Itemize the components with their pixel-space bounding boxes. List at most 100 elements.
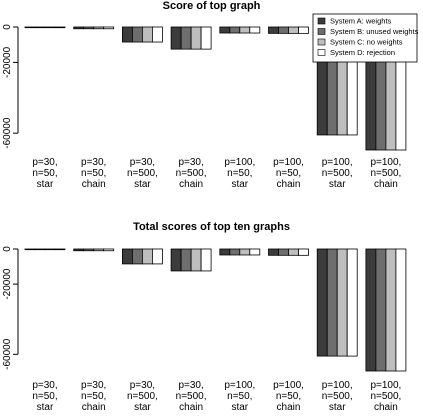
category-label-line: n=500,: [322, 168, 353, 179]
category-label-line: star: [231, 179, 248, 190]
y-tick-label: -20000: [2, 46, 13, 78]
category-label-line: star: [329, 402, 346, 413]
bar: [190, 248, 202, 272]
category-label-line: chain: [179, 402, 203, 413]
category-label: p=30, n=50, chain: [81, 157, 106, 190]
category-label-line: star: [329, 179, 346, 190]
category-label-line: p=100,: [370, 380, 401, 391]
category-label-line: chain: [179, 179, 203, 190]
category-label-line: star: [231, 402, 248, 413]
bar: [180, 26, 192, 50]
legend-swatch: [317, 28, 326, 35]
y-tick-label: -60000: [2, 338, 13, 370]
bar: [200, 26, 212, 50]
chart-title: Score of top graph: [163, 0, 261, 12]
category-label-line: p=30,: [81, 157, 106, 168]
bar: [24, 248, 36, 251]
category-label-line: n=500,: [127, 391, 158, 402]
category-label-line: n=50,: [227, 391, 252, 402]
category-label-line: n=50,: [276, 391, 301, 402]
category-label-line: chain: [374, 402, 398, 413]
category-label: p=100, n=50, star: [224, 380, 255, 413]
y-tick-label: -60000: [2, 117, 13, 149]
category-label-line: chain: [82, 179, 106, 190]
category-label-line: p=30,: [178, 157, 203, 168]
category-label-line: star: [134, 179, 151, 190]
category-label-line: p=100,: [322, 157, 353, 168]
bar: [73, 26, 85, 30]
category-label-line: chain: [277, 179, 301, 190]
legend-entry: System B: unused weights: [330, 27, 419, 36]
bar: [316, 248, 328, 357]
category-label-line: p=100,: [322, 380, 353, 391]
category-label-line: p=30,: [178, 380, 203, 391]
category-label: p=100, n=50, chain: [273, 157, 304, 190]
y-tick-label: 0: [2, 24, 13, 30]
category-label-line: n=500,: [127, 168, 158, 179]
bar: [395, 248, 407, 372]
bar: [170, 248, 182, 272]
category-label-line: p=30,: [130, 380, 155, 391]
bar: [200, 248, 212, 272]
bar: [229, 26, 241, 34]
category-label-line: star: [134, 402, 151, 413]
bar: [83, 248, 95, 252]
bar: [288, 26, 299, 34]
bar: [249, 248, 261, 256]
bar: [24, 26, 36, 29]
y-tick-label: 0: [2, 246, 13, 252]
bar: [326, 248, 338, 357]
bar: [298, 26, 309, 34]
category-label-line: p=30,: [32, 157, 57, 168]
category-label-line: n=50,: [227, 168, 252, 179]
bar: [34, 248, 46, 251]
bar: [346, 248, 358, 357]
category-label-line: p=100,: [273, 157, 304, 168]
category-label-line: p=100,: [273, 380, 304, 391]
bar: [93, 248, 105, 252]
category-label-line: n=500,: [322, 391, 353, 402]
bar: [44, 26, 56, 29]
category-label: p=100, n=500, star: [322, 380, 353, 413]
legend-swatch: [317, 17, 326, 25]
bar: [239, 248, 251, 256]
legend-entry: System C: no weights: [330, 38, 403, 47]
bar: [83, 26, 95, 30]
category-label: p=30, n=500, chain: [176, 380, 207, 413]
bar: [219, 248, 231, 256]
bar: [239, 26, 251, 34]
bar: [151, 248, 163, 265]
category-label-line: star: [37, 179, 54, 190]
category-label-line: n=500,: [176, 391, 207, 402]
bar: [365, 248, 377, 372]
chart-panel-2: Total scores of top ten graphs 0 -20000 -60…: [2, 221, 407, 413]
bar: [131, 26, 143, 43]
category-label: p=100, n=500, chain: [370, 157, 401, 190]
bar: [141, 248, 153, 265]
legend-swatch: [317, 49, 326, 56]
category-label-line: p=30,: [130, 157, 155, 168]
bar: [180, 248, 192, 272]
category-label: p=100, n=500, star: [322, 157, 353, 190]
bar: [375, 248, 387, 372]
category-label-line: n=50,: [32, 168, 57, 179]
category-label-line: p=100,: [224, 380, 255, 391]
category-label-line: n=500,: [176, 168, 207, 179]
bar: [34, 26, 46, 29]
category-label: p=30, n=50, star: [32, 157, 57, 190]
category-label: p=30, n=50, chain: [81, 380, 106, 413]
category-label: p=30, n=500, star: [127, 380, 158, 413]
category-label-line: n=50,: [81, 391, 106, 402]
legend-entry: System D: rejection: [330, 48, 395, 57]
bar: [103, 26, 115, 30]
category-label-line: chain: [277, 402, 301, 413]
category-label-line: n=500,: [370, 168, 401, 179]
category-label-line: chain: [374, 179, 398, 190]
legend-box: [312, 13, 418, 63]
category-label: p=100, n=50, star: [224, 157, 255, 190]
category-label: p=30, n=50, star: [32, 380, 57, 413]
